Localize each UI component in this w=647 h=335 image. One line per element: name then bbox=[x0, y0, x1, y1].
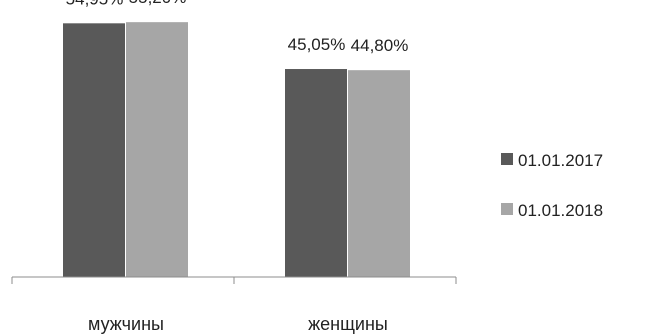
legend: 01.01.2017 01.01.2018 bbox=[501, 151, 603, 220]
bars-layer bbox=[63, 22, 410, 278]
legend-swatch bbox=[501, 203, 513, 215]
bar bbox=[348, 70, 410, 277]
data-labels-layer: 54,95% 55,20% 45,05% 44,80% bbox=[66, 0, 409, 55]
legend-swatch bbox=[501, 153, 513, 165]
x-tick-label: мужчины bbox=[88, 314, 164, 334]
data-label: 44,80% bbox=[351, 36, 409, 55]
data-label: 45,05% bbox=[288, 35, 346, 54]
data-label: 55,20% bbox=[129, 0, 187, 7]
x-tick-label: женщины bbox=[308, 314, 388, 334]
data-label: 54,95% bbox=[66, 0, 124, 8]
bar bbox=[285, 69, 347, 277]
bar bbox=[126, 22, 188, 277]
bar bbox=[63, 23, 125, 278]
legend-label: 01.01.2017 bbox=[518, 151, 603, 170]
legend-label: 01.01.2018 bbox=[518, 201, 603, 220]
